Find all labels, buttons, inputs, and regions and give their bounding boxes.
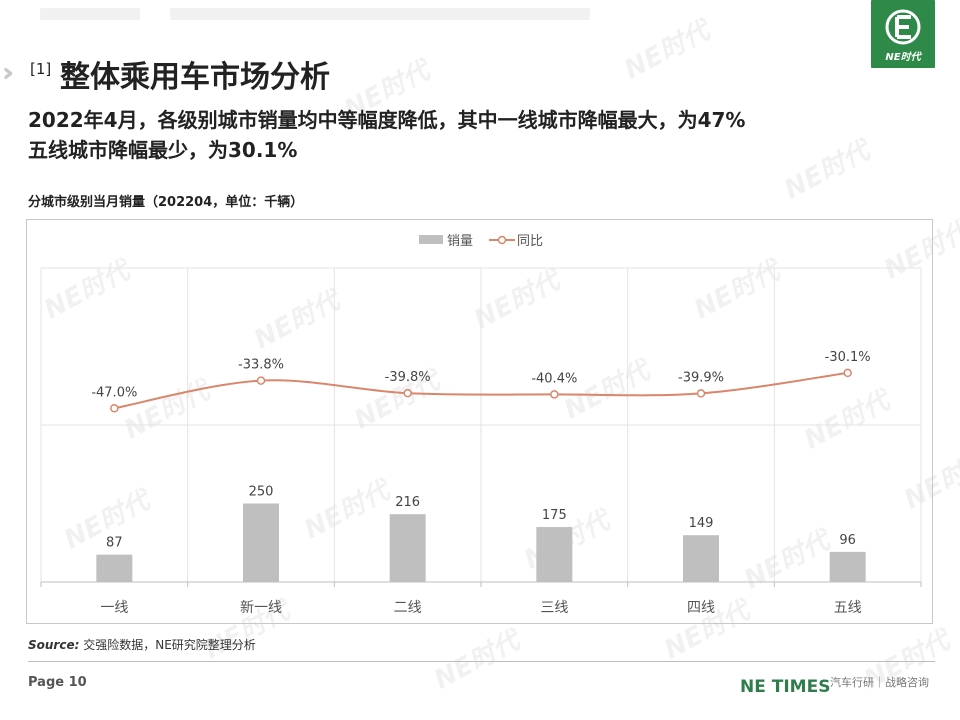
bar-value-label: 87 xyxy=(106,536,123,551)
yoy-point xyxy=(403,388,412,398)
ne-times-logo: NE时代 xyxy=(871,0,935,68)
footer-divider xyxy=(28,661,935,662)
yoy-value-label: -40.4% xyxy=(531,371,577,386)
logo-text: NE时代 xyxy=(885,52,921,63)
bar-value-label: 175 xyxy=(542,508,567,523)
bar xyxy=(243,503,279,582)
x-tick-label: 五线 xyxy=(834,600,862,616)
footer-brand: NE TIMES xyxy=(740,677,831,697)
yoy-point xyxy=(256,376,266,385)
bar-value-label: 216 xyxy=(395,495,420,510)
yoy-value-label: -30.1% xyxy=(825,350,871,365)
headline-line-2: 五线城市降幅最少，为30.1% xyxy=(28,138,298,162)
bar xyxy=(389,514,426,582)
headline-line-1: 2022年4月，各级别城市销量均中等幅度降低，其中一线城市降幅最大，为47% xyxy=(28,108,746,132)
x-tick-label: 四线 xyxy=(687,600,715,616)
chart-caption: 分城市级别当月销量（202204，单位：千辆） xyxy=(28,195,304,210)
legend-line-label: 同比 xyxy=(517,234,543,249)
yoy-point xyxy=(843,368,852,378)
yoy-point xyxy=(110,404,119,413)
x-tick-label: 新一线 xyxy=(240,600,282,616)
bar-value-label: 149 xyxy=(689,516,714,531)
logo-mark-icon xyxy=(885,9,921,45)
bar xyxy=(829,551,866,582)
x-tick-label: 二线 xyxy=(394,600,422,616)
page-number: Page 10 xyxy=(28,675,87,690)
source-note: Source: 交强险数据，NE研究院整理分析 xyxy=(28,636,256,653)
source-label: Source: xyxy=(28,638,80,652)
legend-line-marker xyxy=(497,235,507,245)
x-tick-label: 一线 xyxy=(100,600,128,616)
chart-svg: 销量 同比 87 250 216 175 149 96 一线 新一线 二线 三线 四线 五线 -47.0% -… xyxy=(40,234,922,616)
x-tick-label: 三线 xyxy=(540,600,568,616)
yoy-point xyxy=(696,389,706,398)
yoy-value-label: -39.8% xyxy=(385,370,431,385)
yoy-value-label: -33.8% xyxy=(238,358,284,373)
bar xyxy=(536,527,573,582)
yoy-value-label: -39.9% xyxy=(678,370,724,385)
section-number: [1] xyxy=(30,60,52,78)
bar xyxy=(96,554,133,582)
chevron-icon: ››› xyxy=(2,58,15,88)
footer-tagline: 汽车行研｜战略咨询 xyxy=(830,676,929,689)
chart-frame: 销量 同比 87 250 216 175 149 96 一线 新一线 二线 三线 四线 五线 -47.0% -… xyxy=(26,219,933,624)
bar xyxy=(683,535,719,582)
yoy-point xyxy=(550,390,559,399)
source-text: 交强险数据，NE研究院整理分析 xyxy=(83,638,256,652)
page-title: 整体乘用车市场分析 xyxy=(60,60,330,95)
yoy-value-label: -47.0% xyxy=(91,385,137,400)
bar-value-label: 96 xyxy=(839,533,856,548)
yoy-line xyxy=(114,371,848,410)
legend-bar-label: 销量 xyxy=(447,234,473,249)
legend-bar-swatch xyxy=(419,235,443,244)
top-decoration xyxy=(0,0,860,26)
watermark: NE时代 xyxy=(779,135,875,206)
bar-value-label: 250 xyxy=(249,485,274,500)
watermark: NE时代 xyxy=(429,625,525,696)
